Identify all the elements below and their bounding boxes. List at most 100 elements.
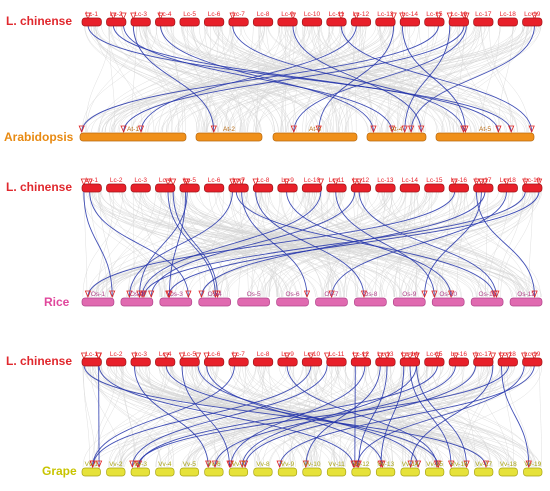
highlight-link xyxy=(172,190,218,298)
gene-marker-icon xyxy=(448,460,455,469)
background-link xyxy=(139,364,354,468)
gene-marker-icon xyxy=(390,12,397,21)
gene-marker-icon xyxy=(481,178,489,187)
background-link xyxy=(218,364,312,468)
background-link xyxy=(354,190,525,298)
background-link xyxy=(191,364,256,468)
background-link xyxy=(465,190,529,298)
top-chromosome-label: Lc-12 xyxy=(353,177,370,184)
gene-marker-icon xyxy=(198,290,205,299)
highlight-link xyxy=(197,364,419,468)
highlight-link xyxy=(286,190,452,298)
gene-marker-icon xyxy=(384,352,391,361)
background-link xyxy=(105,24,264,133)
gene-marker-icon xyxy=(377,352,384,361)
top-chromosome xyxy=(81,17,102,27)
bottom-chromosome xyxy=(498,467,518,477)
background-link xyxy=(232,24,537,133)
background-link xyxy=(539,364,542,468)
background-link xyxy=(113,24,529,133)
background-link xyxy=(328,24,471,133)
highlight-link xyxy=(293,24,467,133)
top-chromosome xyxy=(252,357,274,367)
background-link xyxy=(477,364,510,468)
background-link xyxy=(414,364,502,468)
background-link xyxy=(312,190,477,298)
highlight-link xyxy=(354,364,356,468)
background-link xyxy=(181,190,477,298)
top-chromosome-label: Lc-17 xyxy=(475,351,492,358)
background-link xyxy=(480,24,529,133)
top-chromosome-label: Lc-5 xyxy=(183,351,196,358)
background-link xyxy=(400,190,463,298)
background-link xyxy=(423,24,468,133)
background-link xyxy=(302,24,342,133)
top-chromosome xyxy=(106,183,127,193)
background-link xyxy=(312,24,379,133)
top-chromosome xyxy=(473,183,494,193)
highlight-link xyxy=(292,24,422,133)
top-chromosome xyxy=(497,17,518,27)
gene-marker-icon xyxy=(431,290,438,299)
background-link xyxy=(206,24,525,133)
bottom-chromosome xyxy=(130,467,150,477)
bottom-chromosome-label: Os-11 xyxy=(479,291,497,298)
gene-marker-icon xyxy=(522,178,529,187)
top-chromosome-label: Lc-16 xyxy=(451,11,468,18)
background-link xyxy=(183,24,219,133)
bottom-chromosome-label: Vv-11 xyxy=(328,461,345,468)
background-link xyxy=(255,24,537,133)
background-link xyxy=(161,24,312,133)
gene-marker-icon xyxy=(226,460,233,469)
background-link xyxy=(312,364,367,468)
background-link xyxy=(345,364,416,468)
background-link xyxy=(171,24,186,133)
background-link xyxy=(414,190,417,298)
background-link xyxy=(331,24,495,133)
bottom-chromosome xyxy=(253,467,273,477)
bottom-chromosome-label: Vv-5 xyxy=(183,461,197,468)
gene-marker-icon xyxy=(536,178,543,187)
bottom-species-label: Grape xyxy=(42,464,77,478)
background-link xyxy=(94,364,208,468)
background-link xyxy=(133,190,297,298)
background-link xyxy=(166,24,265,133)
gene-marker-icon xyxy=(139,290,146,299)
background-link xyxy=(307,364,444,468)
bottom-chromosome-label: Os-5 xyxy=(247,291,261,298)
background-link xyxy=(161,364,503,468)
top-chromosome xyxy=(448,183,469,193)
gene-marker-icon xyxy=(521,352,528,361)
background-link xyxy=(207,364,216,468)
background-link xyxy=(186,24,476,133)
bottom-chromosome xyxy=(523,467,543,477)
background-link xyxy=(290,24,452,133)
background-link xyxy=(304,190,335,298)
background-link xyxy=(261,190,419,298)
top-chromosome-label: Lc-4 xyxy=(159,11,172,18)
background-link xyxy=(155,24,236,133)
bottom-chromosome xyxy=(470,297,504,307)
highlight-link xyxy=(404,24,451,133)
bottom-chromosome-label: Vv-4 xyxy=(158,461,172,468)
bottom-chromosome-label: At-3 xyxy=(309,126,321,133)
top-chromosome-label: Lc-14 xyxy=(402,11,419,18)
bottom-chromosome xyxy=(106,467,126,477)
background-link xyxy=(101,24,476,133)
background-link xyxy=(94,364,162,468)
background-link xyxy=(165,24,487,133)
gene-marker-icon xyxy=(283,178,290,187)
top-species-label: L. chinense xyxy=(6,354,72,368)
bottom-chromosome xyxy=(375,467,396,477)
gene-marker-icon xyxy=(463,12,470,21)
gene-marker-icon xyxy=(413,352,420,361)
top-chromosome-label: Lc-13 xyxy=(377,351,394,358)
background-link xyxy=(199,190,372,298)
top-chromosome xyxy=(228,17,249,27)
top-chromosome-label: Lc-7 xyxy=(232,177,245,184)
background-link xyxy=(122,364,419,468)
background-link xyxy=(145,190,517,298)
background-link xyxy=(158,364,441,468)
background-link xyxy=(99,190,488,298)
